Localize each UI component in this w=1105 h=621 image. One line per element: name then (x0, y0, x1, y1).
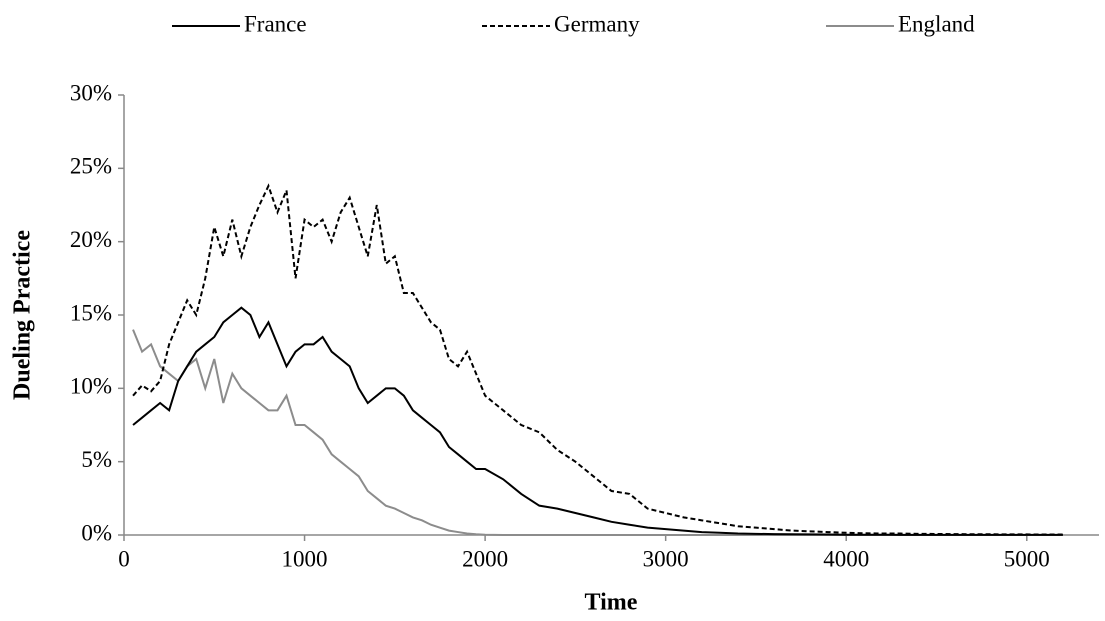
y-tick-label: 10% (70, 374, 112, 399)
x-tick-label: 5000 (1004, 546, 1050, 571)
x-tick-label: 4000 (823, 546, 869, 571)
x-tick-label: 1000 (282, 546, 328, 571)
y-tick-label: 30% (70, 80, 112, 105)
y-tick-label: 20% (70, 227, 112, 252)
y-tick-label: 25% (70, 154, 112, 179)
y-tick-label: 15% (70, 300, 112, 325)
series-line (132, 306, 1063, 536)
y-axis-title: Dueling Practice (10, 230, 36, 400)
y-tick-label: 0% (81, 520, 112, 545)
x-tick-label: 3000 (643, 546, 689, 571)
series-line (132, 183, 1063, 536)
x-tick-label: 2000 (462, 546, 508, 571)
legend-label: France (244, 11, 307, 36)
y-tick-label: 5% (81, 447, 112, 472)
legend-label: Germany (554, 11, 640, 36)
x-tick-label: 0 (118, 546, 130, 571)
x-axis-title: Time (585, 590, 638, 616)
series-line (132, 329, 1063, 536)
legend-label: England (898, 11, 975, 36)
